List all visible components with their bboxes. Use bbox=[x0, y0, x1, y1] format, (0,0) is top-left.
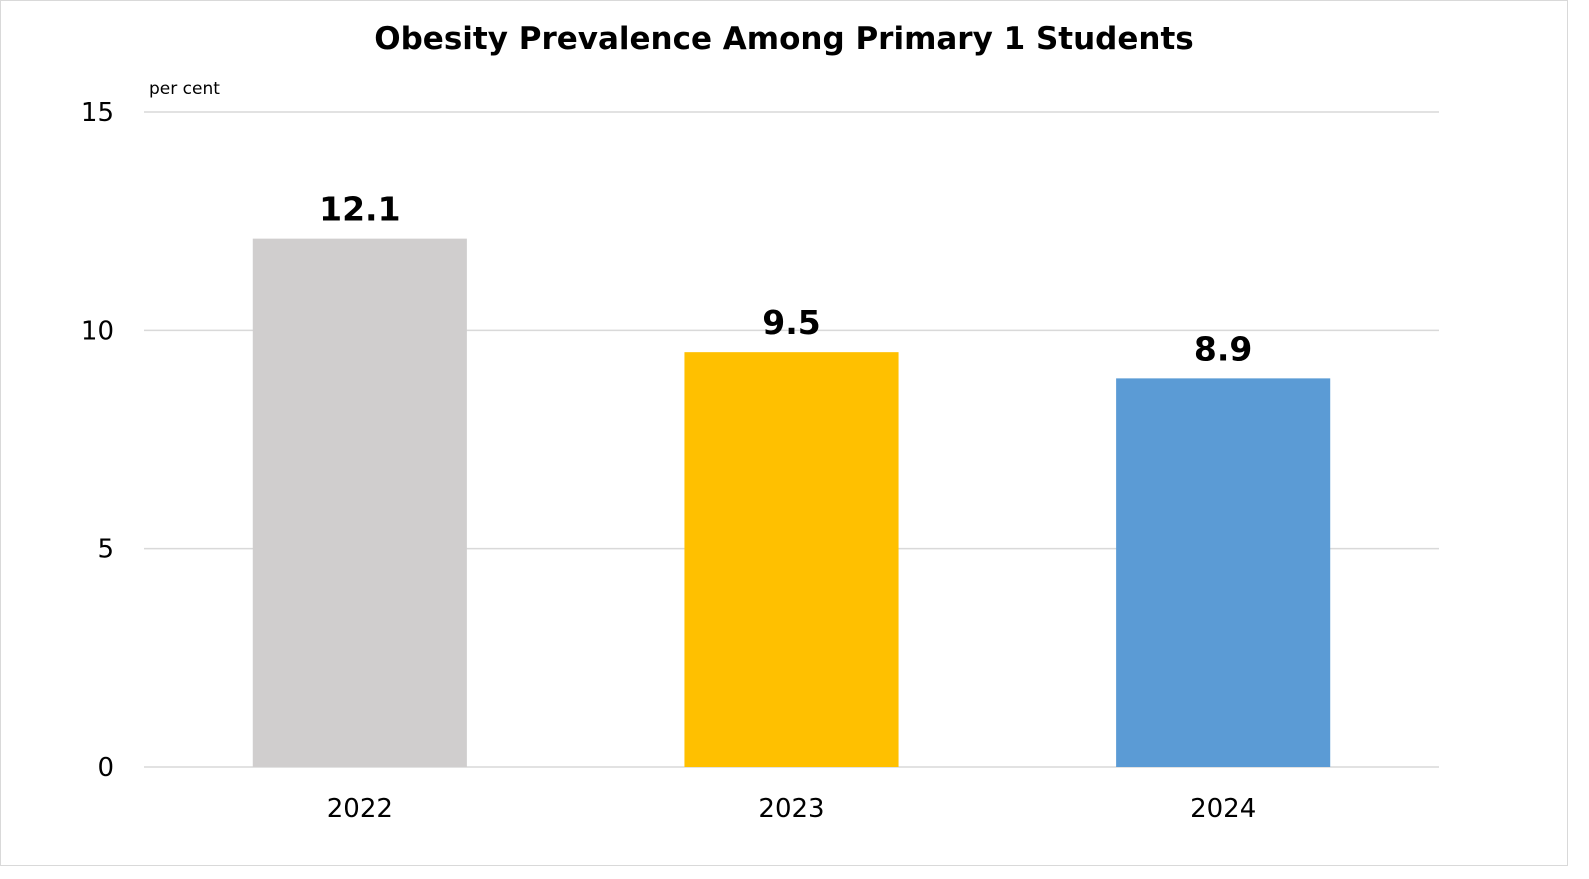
data-label-2022: 12.1 bbox=[319, 190, 400, 229]
bars bbox=[252, 238, 1331, 768]
chart-plot-area: 0 5 10 15 12.1 9.5 8.9 2022 2023 2024 bbox=[81, 98, 1439, 824]
y-axis-unit-label: per cent bbox=[149, 79, 220, 99]
chart-title: Obesity Prevalence Among Primary 1 Stude… bbox=[374, 21, 1194, 57]
data-labels: 12.1 9.5 8.9 bbox=[319, 190, 1252, 369]
y-tick-label: 5 bbox=[97, 535, 114, 565]
bar-2022 bbox=[252, 238, 467, 768]
data-label-2024: 8.9 bbox=[1194, 329, 1252, 368]
y-axis-ticks: 0 5 10 15 bbox=[81, 98, 114, 783]
x-axis-ticks: 2022 2023 2024 bbox=[327, 794, 1257, 824]
x-tick-label-2022: 2022 bbox=[327, 794, 393, 824]
x-tick-label-2023: 2023 bbox=[758, 794, 824, 824]
data-label-2023: 9.5 bbox=[762, 303, 820, 342]
x-tick-label-2024: 2024 bbox=[1190, 794, 1256, 824]
y-tick-label: 15 bbox=[81, 98, 114, 128]
y-tick-label: 10 bbox=[81, 316, 114, 346]
y-tick-label: 0 bbox=[97, 753, 114, 783]
bar-2023 bbox=[684, 352, 899, 767]
chart-frame: Obesity Prevalence Among Primary 1 Stude… bbox=[0, 0, 1568, 866]
bar-2024 bbox=[1116, 378, 1331, 767]
